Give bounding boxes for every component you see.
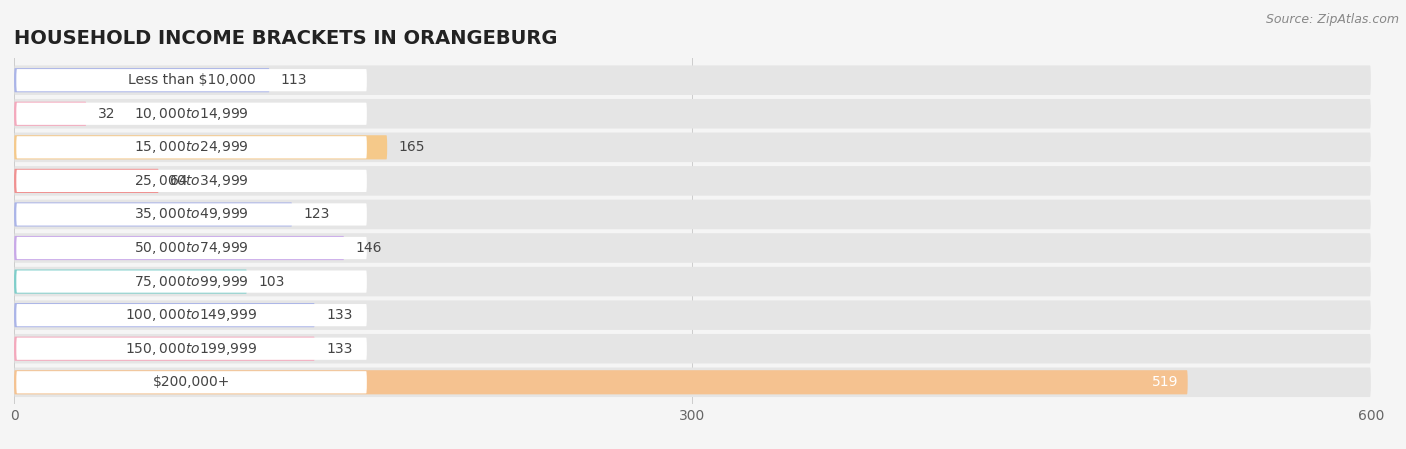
FancyBboxPatch shape (14, 166, 1371, 196)
Text: Source: ZipAtlas.com: Source: ZipAtlas.com (1265, 13, 1399, 26)
FancyBboxPatch shape (14, 68, 270, 92)
FancyBboxPatch shape (17, 69, 367, 91)
Text: 165: 165 (398, 141, 425, 154)
FancyBboxPatch shape (14, 101, 86, 126)
FancyBboxPatch shape (14, 370, 1188, 394)
FancyBboxPatch shape (14, 267, 1371, 296)
Text: 64: 64 (170, 174, 188, 188)
FancyBboxPatch shape (17, 371, 367, 393)
FancyBboxPatch shape (14, 300, 1371, 330)
Text: $25,000 to $34,999: $25,000 to $34,999 (134, 173, 249, 189)
Text: 519: 519 (1152, 375, 1178, 389)
Text: Less than $10,000: Less than $10,000 (128, 73, 256, 87)
FancyBboxPatch shape (14, 200, 1371, 229)
FancyBboxPatch shape (14, 236, 344, 260)
Text: HOUSEHOLD INCOME BRACKETS IN ORANGEBURG: HOUSEHOLD INCOME BRACKETS IN ORANGEBURG (14, 30, 558, 48)
Text: 133: 133 (326, 342, 353, 356)
Text: $50,000 to $74,999: $50,000 to $74,999 (134, 240, 249, 256)
Text: $10,000 to $14,999: $10,000 to $14,999 (134, 106, 249, 122)
Text: $100,000 to $149,999: $100,000 to $149,999 (125, 307, 257, 323)
Text: $75,000 to $99,999: $75,000 to $99,999 (134, 273, 249, 290)
Text: 103: 103 (259, 275, 284, 289)
FancyBboxPatch shape (17, 304, 367, 326)
FancyBboxPatch shape (17, 338, 367, 360)
FancyBboxPatch shape (14, 334, 1371, 364)
FancyBboxPatch shape (14, 337, 315, 361)
FancyBboxPatch shape (17, 203, 367, 225)
FancyBboxPatch shape (17, 136, 367, 158)
FancyBboxPatch shape (14, 99, 1371, 128)
Text: 113: 113 (281, 73, 308, 87)
Text: $150,000 to $199,999: $150,000 to $199,999 (125, 341, 257, 357)
FancyBboxPatch shape (14, 368, 1371, 397)
FancyBboxPatch shape (14, 169, 159, 193)
FancyBboxPatch shape (17, 237, 367, 259)
FancyBboxPatch shape (17, 270, 367, 293)
Text: 146: 146 (356, 241, 382, 255)
FancyBboxPatch shape (17, 170, 367, 192)
Text: 133: 133 (326, 308, 353, 322)
Text: 123: 123 (304, 207, 330, 221)
FancyBboxPatch shape (14, 135, 387, 159)
FancyBboxPatch shape (14, 202, 292, 227)
Text: 32: 32 (98, 107, 115, 121)
FancyBboxPatch shape (14, 132, 1371, 162)
Text: $15,000 to $24,999: $15,000 to $24,999 (134, 139, 249, 155)
FancyBboxPatch shape (14, 233, 1371, 263)
Text: $200,000+: $200,000+ (153, 375, 231, 389)
FancyBboxPatch shape (14, 303, 315, 327)
FancyBboxPatch shape (14, 269, 247, 294)
FancyBboxPatch shape (17, 103, 367, 125)
Text: $35,000 to $49,999: $35,000 to $49,999 (134, 207, 249, 222)
FancyBboxPatch shape (14, 66, 1371, 95)
